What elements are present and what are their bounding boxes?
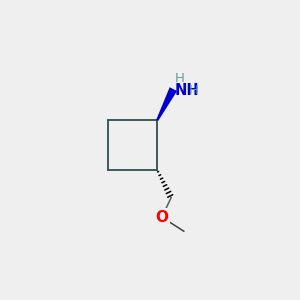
Text: NH: NH xyxy=(175,83,199,98)
Text: O: O xyxy=(155,210,168,225)
Polygon shape xyxy=(156,87,177,121)
Text: H: H xyxy=(188,84,198,97)
Text: H: H xyxy=(175,72,185,85)
